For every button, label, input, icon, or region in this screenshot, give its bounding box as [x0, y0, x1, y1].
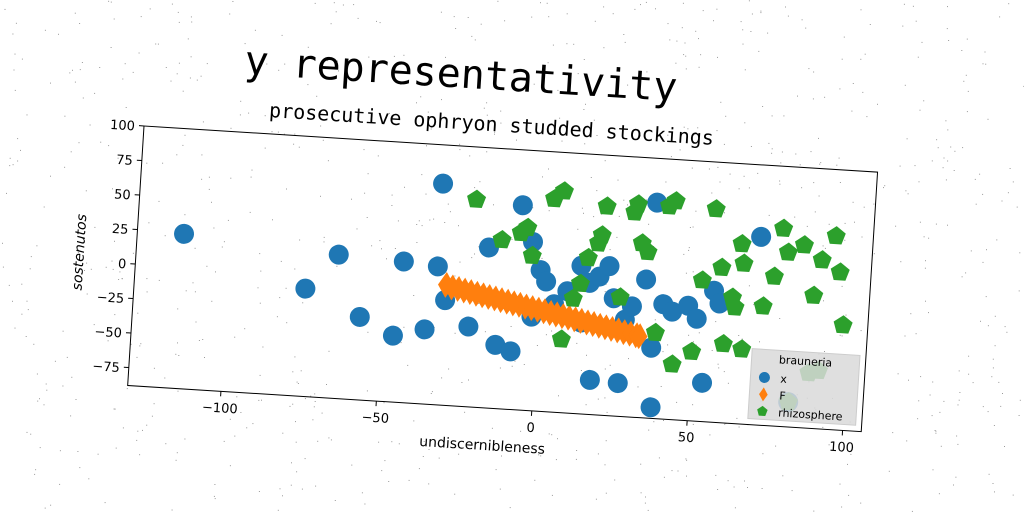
point-rhizosphere [795, 235, 814, 254]
point-rhizosphere [830, 262, 850, 281]
x-tick-label: −100 [202, 400, 239, 417]
point-x [686, 308, 707, 329]
point-rhizosphere [774, 218, 794, 238]
y-tick-label: 75 [116, 153, 133, 169]
point-rhizosphere [563, 288, 583, 307]
point-rhizosphere [764, 266, 784, 285]
point-x [599, 256, 620, 277]
legend-marker-x [758, 371, 770, 383]
point-rhizosphere [753, 296, 773, 315]
legend-marker-rhizosphere [757, 405, 768, 417]
point-rhizosphere [522, 245, 542, 265]
point-x [500, 341, 521, 362]
point-x [579, 369, 600, 390]
point-rhizosphere [629, 194, 649, 213]
point-x [512, 195, 533, 216]
point-rhizosphere [682, 341, 702, 361]
point-rhizosphere [826, 226, 846, 245]
axes-frame [127, 125, 879, 433]
y-tick-label: −25 [96, 290, 124, 307]
point-rhizosphere [551, 329, 571, 348]
point-rhizosphere [554, 181, 574, 200]
point-rhizosphere [592, 225, 612, 244]
x-tick-label: 0 [526, 421, 535, 436]
point-rhizosphere [712, 257, 732, 277]
point-x [458, 316, 479, 337]
point-rhizosphere [666, 191, 686, 210]
point-rhizosphere [467, 189, 487, 209]
point-rhizosphere [610, 287, 630, 306]
point-rhizosphere [692, 270, 712, 289]
x-tick-label: −50 [361, 410, 389, 427]
x-tick-label: 50 [677, 430, 694, 446]
point-rhizosphere [662, 354, 682, 373]
y-tick-label: 0 [118, 257, 127, 272]
legend-title: brauneria [779, 353, 833, 369]
point-x [640, 397, 661, 418]
y-tick-label: 100 [110, 118, 136, 135]
point-x [349, 306, 370, 327]
point-rhizosphere [804, 285, 824, 305]
point-x [692, 372, 713, 393]
legend-label: x [780, 372, 788, 385]
point-rhizosphere [732, 339, 752, 358]
point-x [382, 325, 403, 346]
point-rhizosphere [706, 199, 726, 218]
y-tick-label: −75 [92, 359, 120, 376]
point-x [536, 271, 557, 292]
point-rhizosphere [492, 229, 512, 249]
point-x [328, 244, 349, 265]
point-rhizosphere [597, 196, 617, 215]
point-rhizosphere [638, 241, 658, 261]
point-rhizosphere [732, 234, 752, 253]
point-x [414, 319, 435, 340]
legend-label: F [779, 389, 786, 402]
x-axis-label: undiscernibleness [419, 434, 546, 458]
point-rhizosphere [734, 253, 754, 272]
point-rhizosphere [645, 322, 665, 342]
point-rhizosphere [518, 217, 538, 237]
point-rhizosphere [833, 315, 853, 334]
point-x [427, 256, 448, 277]
y-tick-label: 50 [114, 187, 131, 203]
point-f [631, 323, 648, 350]
series-x [174, 173, 799, 418]
point-x [295, 278, 316, 299]
legend-label: rhizosphere [778, 406, 843, 423]
point-rhizosphere [778, 242, 798, 261]
x-tick-label: 100 [829, 440, 855, 457]
y-tick-label: −50 [94, 325, 122, 342]
point-x [393, 251, 414, 272]
point-rhizosphere [812, 250, 832, 269]
point-x [636, 269, 657, 290]
point-x [174, 223, 195, 244]
legend-marker-f [759, 387, 768, 402]
point-x [478, 237, 499, 258]
plot-area: −100 −50 0 50 100 −75 −50 −25 0 25 50 75 100 undiscer… [70, 118, 879, 458]
point-x [433, 173, 454, 194]
y-tick-label: 25 [111, 222, 128, 238]
point-x [751, 226, 772, 247]
point-rhizosphere [578, 247, 598, 267]
point-rhizosphere [725, 297, 745, 316]
y-axis-label: sostenutos [70, 214, 91, 291]
point-x [662, 301, 683, 322]
legend-box [747, 348, 861, 426]
point-x [607, 373, 628, 394]
point-rhizosphere [571, 273, 591, 293]
point-x [641, 337, 662, 358]
point-x [485, 334, 506, 355]
series-f [438, 271, 648, 350]
point-rhizosphere [713, 333, 733, 353]
